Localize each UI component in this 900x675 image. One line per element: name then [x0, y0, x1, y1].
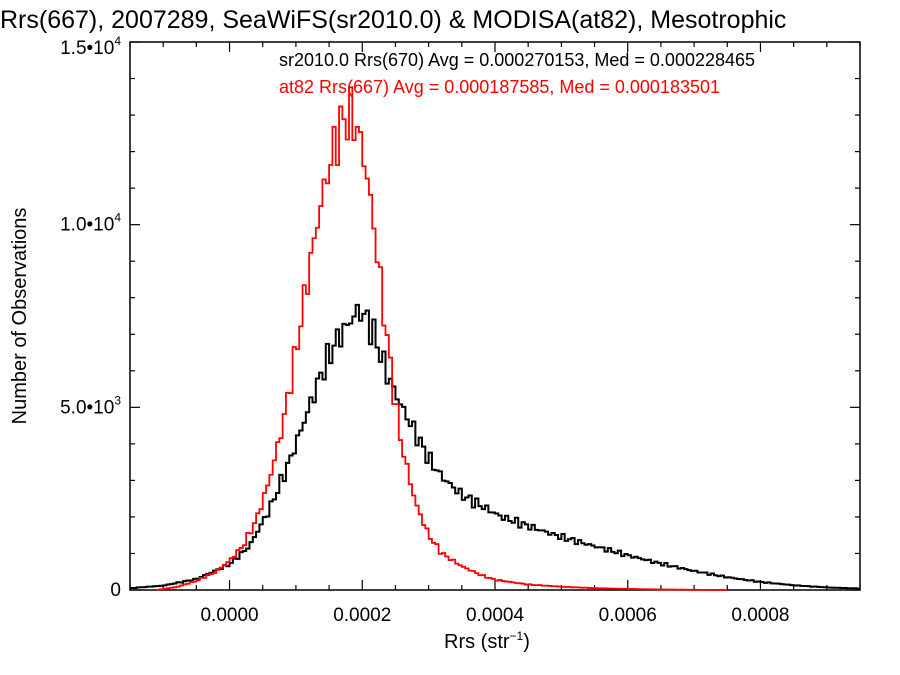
plot-frame: [129, 41, 861, 591]
y-tick-label: 1.0•104: [60, 211, 121, 236]
y-tick-label: 5.0•103: [60, 393, 121, 418]
legend-entry-sr2010: sr2010.0 Rrs(670) Avg = 0.000270153, Med…: [279, 50, 755, 70]
series-layer: [130, 86, 860, 591]
x-tick-label: 0.0006: [599, 605, 657, 626]
y-axis-title: Number of Observations: [9, 208, 31, 425]
y-tick-label: 1.5•104: [60, 34, 121, 59]
x-tick-label: 0.0008: [731, 605, 789, 626]
x-tick-label: 0.0004: [466, 605, 525, 626]
tick-labels: 0.0000 0.0002 0.0004 0.0006 0.0008 0 5.0•103 1.…: [60, 34, 789, 626]
x-tick-label: 0.0002: [333, 605, 391, 626]
series-line-1: [156, 86, 728, 591]
series-line-0: [130, 303, 860, 590]
x-tick-label: 0.0000: [200, 605, 258, 626]
y-tick-label: 0: [110, 580, 121, 601]
chart-title: Rrs(667), 2007289, SeaWiFS(sr2010.0) & M…: [0, 6, 786, 34]
axis-ticks: [129, 41, 861, 591]
x-axis-title: Rrs (str−1): [444, 629, 530, 653]
legend-entry-at82: at82 Rrs(667) Avg = 0.000187585, Med = 0…: [279, 77, 720, 97]
